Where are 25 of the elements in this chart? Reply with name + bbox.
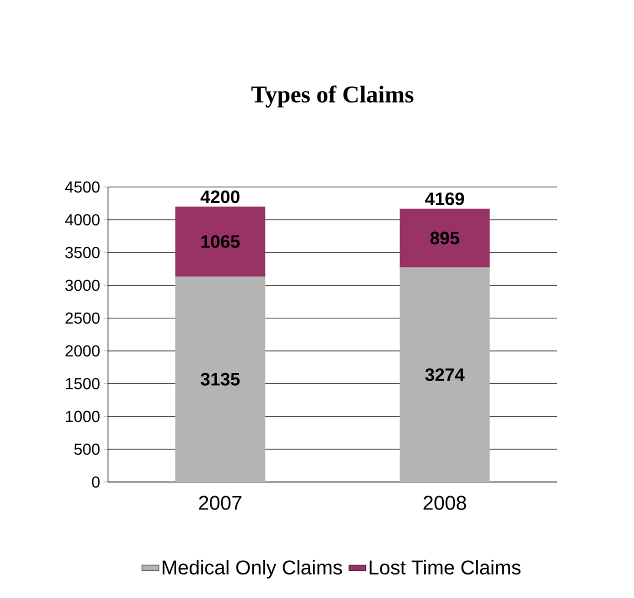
bar bbox=[400, 208, 490, 268]
y-tick-label: 500 bbox=[74, 444, 100, 455]
bar bbox=[400, 267, 490, 482]
y-tick-label: 3000 bbox=[65, 280, 100, 291]
y-tick-label: 0 bbox=[92, 476, 100, 488]
bar bbox=[175, 276, 266, 482]
y-tick-label: 1500 bbox=[66, 378, 100, 390]
x-tick-label: 2008 bbox=[424, 496, 466, 510]
legend-label: Medical Only Claims bbox=[162, 560, 342, 579]
bar bbox=[175, 206, 266, 276]
y-tick-label: 4500 bbox=[65, 181, 100, 193]
y-tick-label: 4000 bbox=[65, 214, 100, 226]
legend-label: Lost Time Claims bbox=[370, 560, 521, 575]
data-label: 1065 bbox=[201, 235, 240, 248]
data-label: 895 bbox=[430, 232, 460, 244]
y-tick-label: 1000 bbox=[66, 410, 100, 422]
y-tick-label: 3500 bbox=[65, 246, 100, 258]
total-label: 4200 bbox=[200, 190, 240, 204]
data-label: 3274 bbox=[425, 368, 465, 382]
x-tick-label: 2007 bbox=[199, 496, 242, 510]
y-tick-label: 2500 bbox=[66, 312, 100, 324]
y-tick-label: 2000 bbox=[66, 345, 100, 357]
data-label: 3135 bbox=[200, 372, 240, 386]
total-label: 4169 bbox=[425, 192, 464, 206]
chart-title: Types of Claims bbox=[251, 86, 414, 108]
